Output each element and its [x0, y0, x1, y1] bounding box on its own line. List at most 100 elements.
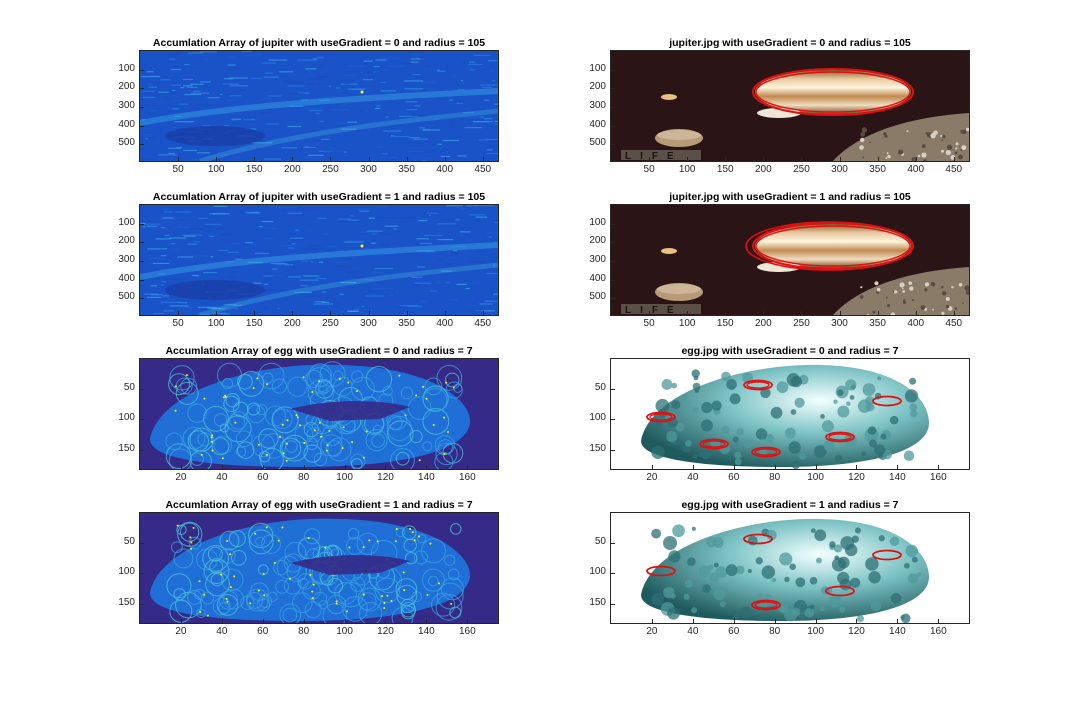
x-tick-label: 50 [643, 318, 655, 329]
x-tick-label: 100 [336, 626, 353, 637]
y-tick-label: 50 [123, 382, 135, 394]
x-tick-mark [877, 157, 879, 161]
x-tick-mark [839, 157, 841, 161]
y-tick-label: 500 [589, 137, 606, 149]
x-tick-label: 250 [793, 318, 810, 329]
x-tick-mark [651, 619, 653, 623]
detected-circle [754, 448, 778, 456]
x-tick-label: 200 [754, 318, 772, 329]
detected-circle [646, 411, 676, 423]
x-tick-label: 20 [646, 472, 658, 483]
y-tick-mark [611, 419, 615, 421]
y-tick-mark [611, 543, 615, 545]
x-tick-label: 140 [418, 626, 435, 637]
x-tick-mark [649, 157, 651, 161]
y-tick-label: 50 [594, 382, 606, 394]
detected-circle [751, 599, 781, 611]
y-tick-label: 150 [589, 442, 606, 454]
y-tick-label: 300 [589, 99, 606, 111]
x-tick-mark [216, 311, 218, 315]
y-tick-mark [611, 223, 615, 225]
y-tick-mark [611, 242, 615, 244]
subplot-title: Accumlation Array of egg with useGradien… [165, 345, 473, 357]
x-tick-label: 40 [687, 472, 699, 483]
watermark-block [621, 150, 701, 160]
y-tick-label: 300 [118, 253, 135, 265]
accum-texture [140, 205, 498, 315]
plot-area: LIFE [610, 204, 970, 316]
x-tick-label: 150 [716, 164, 734, 175]
y-tick-label: 400 [589, 118, 606, 130]
accum-shadow [165, 126, 265, 146]
x-tick-mark [216, 157, 218, 161]
detected-circle [702, 440, 726, 448]
x-tick-mark [426, 465, 428, 469]
x-tick-label: 80 [769, 472, 781, 483]
x-tick-label: 100 [207, 164, 225, 175]
x-tick-mark [938, 465, 940, 469]
plot-image [140, 359, 498, 469]
plot-image [140, 51, 498, 161]
accum-shadow [165, 280, 265, 300]
moon-callisto [833, 113, 969, 161]
y-tick-mark [140, 449, 144, 451]
x-tick-label: 400 [907, 318, 925, 329]
detected-circle [872, 549, 902, 561]
y-tick-label: 500 [118, 291, 135, 303]
jupiter-planet [755, 70, 911, 114]
plot-area [610, 512, 970, 624]
x-tick-mark [368, 157, 370, 161]
x-tick-label: 350 [398, 318, 415, 329]
detected-circle [828, 433, 852, 441]
y-tick-mark [140, 419, 144, 421]
y-tick-mark [611, 125, 615, 127]
subplot-panel: egg.jpg with useGradient = 1 and radius … [589, 498, 970, 658]
plot-area [610, 358, 970, 470]
y-tick-label: 100 [118, 216, 135, 228]
x-tick-mark [856, 619, 858, 623]
plot-area [139, 358, 499, 470]
detected-circle [752, 222, 914, 270]
x-tick-mark [406, 157, 408, 161]
x-tick-mark [763, 311, 765, 315]
accum-arc [140, 242, 498, 280]
detected-circle [743, 379, 773, 391]
y-tick-mark [140, 106, 144, 108]
y-tick-label: 100 [118, 62, 135, 74]
x-tick-mark [221, 465, 223, 469]
x-tick-mark [687, 157, 689, 161]
y-tick-mark [140, 573, 144, 575]
x-tick-label: 450 [945, 164, 963, 175]
x-tick-mark [733, 465, 735, 469]
detected-circle [746, 381, 770, 389]
y-tick-mark [611, 389, 615, 391]
detected-circle [743, 533, 773, 545]
subplot-panel: Accumlation Array of egg with useGradien… [118, 498, 499, 658]
x-tick-label: 200 [283, 318, 301, 329]
x-tick-label: 120 [377, 472, 394, 483]
y-tick-mark [611, 106, 615, 108]
x-tick-mark [897, 465, 899, 469]
x-tick-mark [444, 157, 446, 161]
x-tick-label: 80 [298, 472, 310, 483]
y-tick-label: 300 [589, 253, 606, 265]
x-tick-label: 80 [769, 626, 781, 637]
y-tick-label: 50 [594, 536, 606, 548]
x-tick-label: 140 [418, 472, 435, 483]
x-tick-mark [292, 157, 294, 161]
x-tick-mark [467, 465, 469, 469]
y-tick-mark [611, 88, 615, 90]
subplot-title: egg.jpg with useGradient = 1 and radius … [681, 499, 899, 511]
x-tick-mark [856, 465, 858, 469]
detected-circle [649, 413, 673, 421]
accum-arc [199, 262, 498, 315]
x-tick-label: 100 [336, 472, 353, 483]
x-tick-mark [915, 311, 917, 315]
x-tick-mark [303, 465, 305, 469]
x-tick-mark [178, 157, 180, 161]
x-tick-mark [368, 311, 370, 315]
x-tick-mark [385, 619, 387, 623]
x-tick-mark [330, 157, 332, 161]
x-tick-mark [815, 619, 817, 623]
x-tick-label: 60 [728, 472, 740, 483]
